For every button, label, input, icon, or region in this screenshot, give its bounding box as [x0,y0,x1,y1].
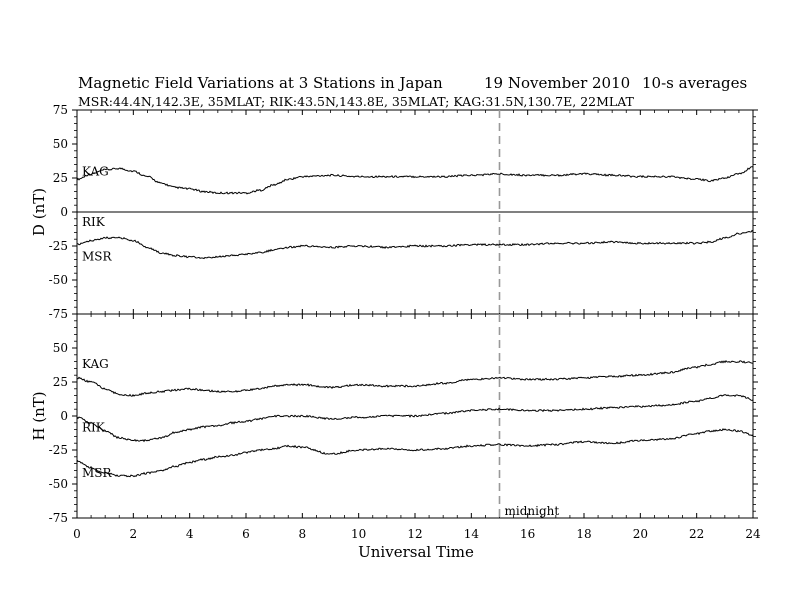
x-axis-label: Universal Time [358,543,474,561]
y-tick-label: -25 [49,443,68,457]
series-label-kag: KAG [82,164,109,178]
x-tick-label: 16 [520,527,535,541]
y-tick-label: -25 [49,239,68,253]
x-tick-label: 24 [745,527,761,541]
series-label-kag: KAG [82,357,109,371]
series-line-kag [76,360,754,397]
x-tick-label: 22 [689,527,704,541]
y-tick-label: 75 [53,103,68,117]
series-line-msr [77,229,754,260]
series-label-rik: RIK [82,420,106,434]
x-tick-label: 0 [73,527,81,541]
y-axis-label: D (nT) [30,188,48,236]
y-axis-label: H (nT) [30,391,48,440]
x-tick-label: 8 [299,527,307,541]
series-line-msr [76,428,754,478]
series-label-msr: MSR [82,466,113,480]
y-tick-label: 50 [53,137,68,151]
panel-top: 75 50 25 0 -25 -50 -75 D (nT) KAG RIK MSR [30,103,758,321]
y-tick-label: 0 [60,409,68,423]
x-tick-label: 18 [576,527,591,541]
series-label-rik: RIK [82,215,106,229]
x-tick-label: 20 [633,527,648,541]
series-line-rik [76,394,754,443]
x-tick-label: 14 [464,527,480,541]
y-tick-label: 25 [53,171,68,185]
chart-date: 19 November 2010 [484,74,630,92]
chart-panels: 75 50 25 0 -25 -50 -75 D (nT) KAG RIK MSR 50 25 0 -25 -… [30,103,761,541]
x-tick-label: 10 [351,527,366,541]
y-tick-label: -75 [49,511,68,525]
x-tick-label: 4 [186,527,194,541]
y-tick-label: -50 [49,273,68,287]
y-tick-label: 0 [60,205,68,219]
y-tick-label: -50 [49,477,68,491]
series-label-msr: MSR [82,250,113,264]
chart-averaging-note: 10-s averages [642,74,747,92]
x-tick-label: 6 [242,527,250,541]
y-tick-label: 25 [53,375,68,389]
chart-stations-subtitle: MSR:44.4N,142.3E, 35MLAT; RIK:43.5N,143.… [78,94,635,109]
midnight-annotation: midnight [505,504,560,518]
y-tick-label: -75 [49,307,68,321]
x-tick-label: 12 [407,527,422,541]
x-tick-label: 2 [130,527,138,541]
chart-title: Magnetic Field Variations at 3 Stations … [78,74,443,92]
series-line-kag [76,166,754,195]
y-tick-label: 50 [53,341,68,355]
